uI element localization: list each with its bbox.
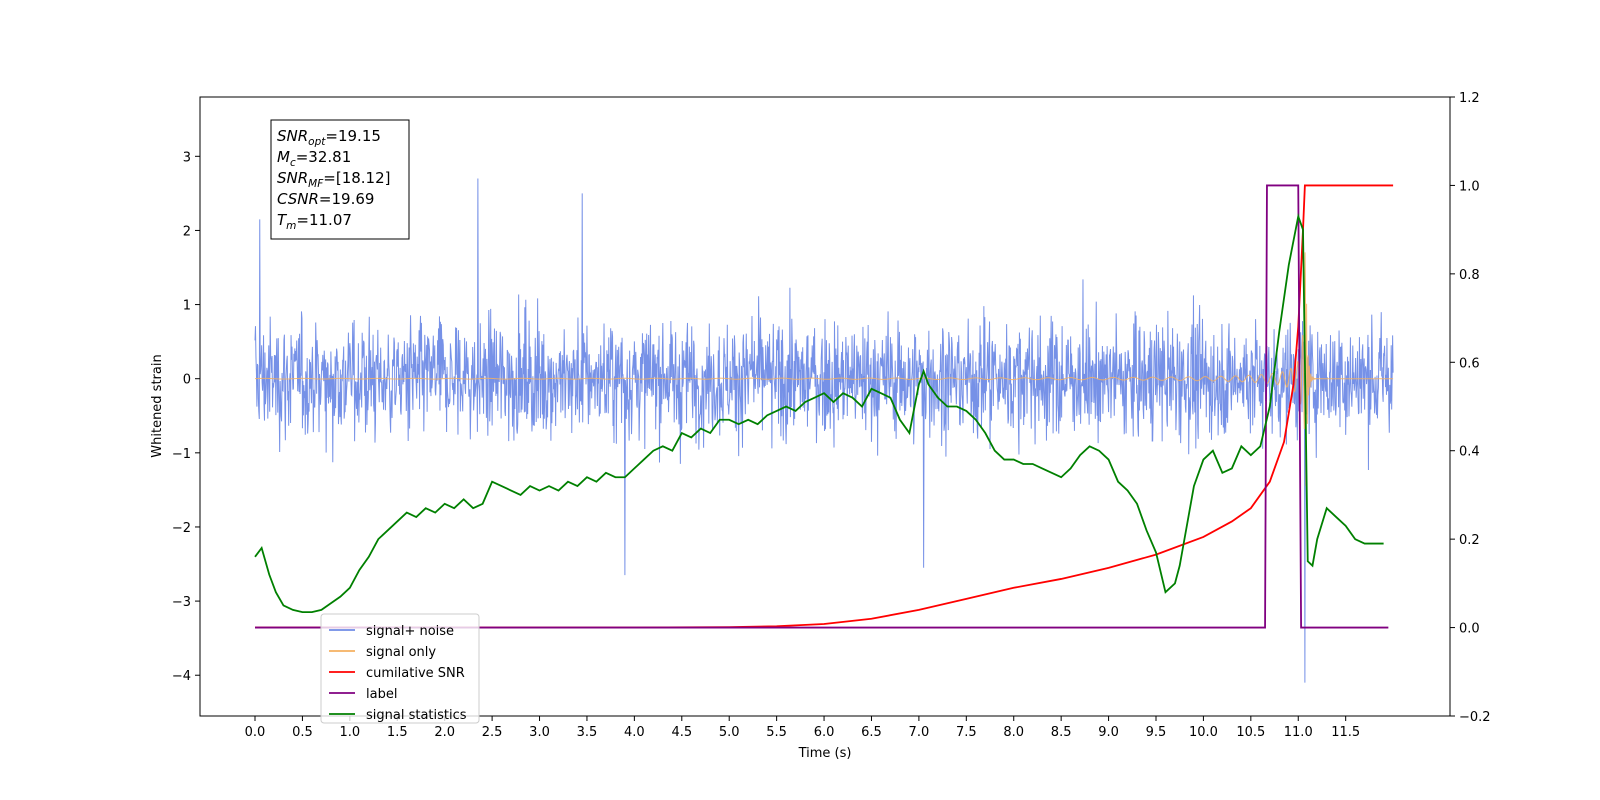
x-tick-label: 9.0 [1098, 725, 1119, 740]
x-tick-label: 5.0 [719, 725, 740, 740]
axes-frame [199, 96, 1451, 717]
y-tick-label: −1 [172, 447, 191, 462]
legend-entry-label: signal statistics [366, 708, 467, 723]
series-line-signal-only [254, 252, 1394, 486]
y-axis-right: 1.2 1.0 0.8 0.6 0.4 0.2 0.0 −0.2 [1450, 91, 1491, 725]
x-tick-label: 8.5 [1051, 725, 1072, 740]
x-tick-label: 5.5 [766, 725, 787, 740]
y2-tick-label: 1.2 [1459, 91, 1480, 106]
x-tick-label: 7.5 [956, 725, 977, 740]
y2-tick-label: 0.2 [1459, 533, 1480, 548]
x-tick-label: 4.0 [624, 725, 645, 740]
y-tick-label: −4 [172, 669, 191, 684]
x-axis: 0.0 0.5 1.0 1.5 2.0 2.5 3.0 3.5 4.0 4.5 5.0 5.5 6.0 6… [245, 716, 1360, 740]
x-tick-label: 10.0 [1189, 725, 1218, 740]
series-line-signal-statistics [254, 212, 1384, 613]
stats-line: Tm=11.07 [277, 211, 352, 232]
y-axis-label: Whitened strain [150, 354, 165, 457]
stats-symbol: SNR [277, 169, 308, 187]
stats-line: Mc=32.81 [277, 148, 351, 169]
y2-tick-label: 0.0 [1459, 622, 1480, 637]
x-tick-label: 9.5 [1146, 725, 1167, 740]
x-tick-label: 8.0 [1003, 725, 1024, 740]
legend-entry-label: label [366, 687, 397, 702]
x-tick-label: 3.0 [529, 725, 550, 740]
stats-subscript: m [286, 220, 296, 232]
stats-annotation-box: SNRopt=19.15Mc=32.81SNRMF=[18.12]CSNR=19… [270, 119, 410, 240]
y-tick-label: −2 [172, 521, 191, 536]
x-tick-label: 4.5 [671, 725, 692, 740]
stats-box-frame [270, 119, 410, 240]
stats-symbol: SNR [277, 127, 308, 145]
y2-tick-label: 1.0 [1459, 179, 1480, 194]
x-axis-label: Time (s) [798, 746, 852, 761]
x-tick-label: 11.5 [1331, 725, 1360, 740]
stats-line: SNRopt=19.15 [277, 127, 381, 148]
stats-symbol: T [277, 211, 288, 229]
series-line-signal-noise [254, 178, 1394, 683]
legend-frame [320, 613, 480, 724]
stats-subscript: opt [308, 136, 326, 148]
x-tick-label: 1.5 [387, 725, 408, 740]
y2-tick-label: −0.2 [1459, 710, 1491, 725]
stats-value: =19.15 [325, 127, 381, 145]
stats-subscript: c [290, 157, 296, 169]
x-tick-label: 1.0 [340, 725, 361, 740]
x-tick-label: 11.0 [1284, 725, 1313, 740]
y-tick-label: 3 [183, 150, 191, 165]
stats-line: CSNR=19.69 [277, 190, 374, 208]
plot-area [254, 178, 1394, 683]
legend-entry-label: signal only [366, 645, 436, 660]
stats-value: =[18.12] [323, 169, 390, 187]
y-axis-left: 3 2 1 0 −1 −2 −3 −4 [172, 150, 200, 684]
x-tick-label: 3.5 [577, 725, 598, 740]
y-tick-label: 2 [183, 224, 191, 239]
x-tick-label: 0.5 [292, 725, 313, 740]
x-tick-label: 6.0 [814, 725, 835, 740]
stats-value: =19.69 [319, 190, 375, 208]
y2-tick-label: 0.8 [1459, 268, 1480, 283]
stats-value: =32.81 [296, 148, 352, 166]
legend-entry-label: signal+ noise [366, 624, 454, 639]
stats-line: SNRMF=[18.12] [277, 169, 391, 190]
x-tick-label: 0.0 [245, 725, 266, 740]
y2-tick-label: 0.4 [1459, 445, 1480, 460]
stats-symbol: M [277, 148, 290, 166]
stats-symbol: CSNR [277, 190, 319, 208]
stats-value: =11.07 [296, 211, 352, 229]
y2-tick-label: 0.6 [1459, 356, 1480, 371]
series-line-label [255, 184, 1389, 629]
x-tick-label: 10.5 [1236, 725, 1265, 740]
y-tick-label: 1 [183, 299, 191, 314]
legend-entry-label: cumilative SNR [366, 666, 465, 681]
x-tick-label: 2.5 [482, 725, 503, 740]
x-tick-label: 7.0 [909, 725, 930, 740]
stats-subscript: MF [308, 178, 324, 190]
y-tick-label: 0 [183, 373, 191, 388]
x-tick-label: 2.0 [434, 725, 455, 740]
x-tick-label: 6.5 [861, 725, 882, 740]
y-tick-label: −3 [172, 595, 191, 610]
legend: signal+ noise signal only cumilative SNR la… [320, 613, 480, 724]
